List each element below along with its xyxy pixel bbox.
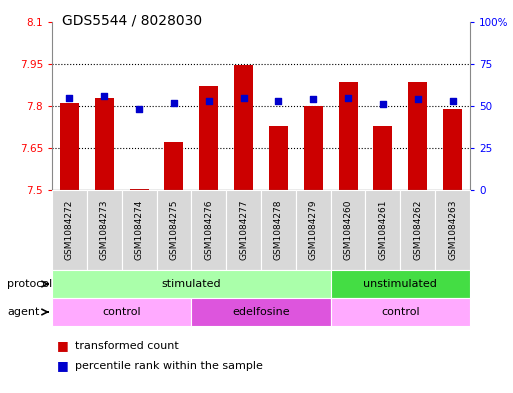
Bar: [129, 189, 149, 190]
Point: [240, 94, 248, 101]
Bar: [269, 126, 288, 190]
Text: GSM1084262: GSM1084262: [413, 200, 422, 260]
Text: GSM1084276: GSM1084276: [204, 200, 213, 260]
Text: control: control: [381, 307, 420, 317]
Text: stimulated: stimulated: [162, 279, 221, 289]
Bar: [234, 65, 253, 190]
Text: GSM1084275: GSM1084275: [169, 200, 179, 260]
Bar: [373, 126, 392, 190]
Bar: [408, 82, 427, 190]
Bar: [164, 142, 184, 190]
Bar: [95, 97, 114, 190]
Point: [135, 106, 143, 112]
Text: GDS5544 / 8028030: GDS5544 / 8028030: [62, 13, 202, 27]
Text: edelfosine: edelfosine: [232, 307, 290, 317]
Text: GSM1084261: GSM1084261: [379, 200, 387, 260]
Point: [344, 94, 352, 101]
Text: control: control: [103, 307, 141, 317]
Text: protocol: protocol: [7, 279, 52, 289]
Text: ■: ■: [57, 360, 69, 373]
Text: agent: agent: [7, 307, 40, 317]
Bar: [304, 106, 323, 190]
Text: GSM1084263: GSM1084263: [448, 200, 457, 260]
Bar: [339, 82, 358, 190]
Point: [205, 98, 213, 104]
Point: [413, 96, 422, 103]
Text: GSM1084272: GSM1084272: [65, 200, 74, 260]
Point: [274, 98, 283, 104]
Point: [170, 99, 178, 106]
Text: ■: ■: [57, 340, 69, 353]
Text: GSM1084274: GSM1084274: [134, 200, 144, 260]
Point: [448, 98, 457, 104]
Text: GSM1084273: GSM1084273: [100, 200, 109, 260]
Text: unstimulated: unstimulated: [363, 279, 437, 289]
Text: percentile rank within the sample: percentile rank within the sample: [75, 361, 263, 371]
Text: GSM1084260: GSM1084260: [344, 200, 352, 260]
Point: [65, 94, 73, 101]
Point: [309, 96, 318, 103]
Text: transformed count: transformed count: [75, 341, 179, 351]
Bar: [199, 86, 219, 190]
Text: GSM1084278: GSM1084278: [274, 200, 283, 260]
Point: [100, 93, 108, 99]
Text: GSM1084279: GSM1084279: [309, 200, 318, 260]
Bar: [443, 109, 462, 190]
Text: GSM1084277: GSM1084277: [239, 200, 248, 260]
Bar: [60, 103, 79, 190]
Point: [379, 101, 387, 107]
